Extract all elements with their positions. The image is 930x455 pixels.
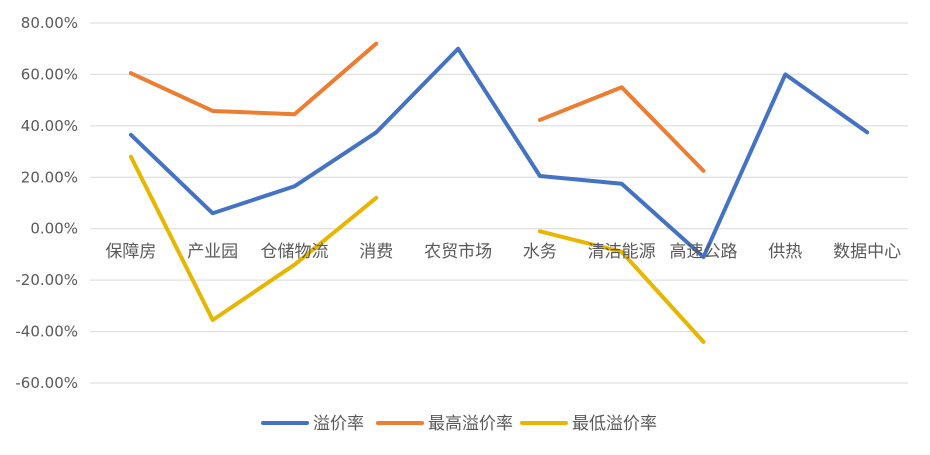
legend-label: 最高溢价率: [428, 414, 513, 434]
series-line: [537, 229, 706, 344]
series-line: [128, 41, 379, 117]
series-0: [128, 46, 870, 259]
gridlines: [90, 22, 908, 384]
x-tick-label: 高速公路: [670, 242, 738, 262]
y-tick-label: 80.00%: [21, 14, 78, 32]
y-axis-tick-labels: 80.00% 60.00% 40.00% 20.00% 0.00% -20.00% -40.…: [15, 14, 78, 392]
legend: 溢价率 最高溢价率 最低溢价率: [261, 414, 657, 434]
x-tick-label: 仓储物流: [261, 242, 329, 262]
series-line: [537, 85, 706, 173]
x-tick-label: 保障房: [105, 242, 156, 262]
legend-label: 最低溢价率: [572, 414, 657, 434]
series-lines: [128, 41, 870, 344]
y-tick-label: 20.00%: [21, 168, 78, 186]
x-tick-label: 农贸市场: [424, 242, 492, 262]
x-axis-tick-labels: 保障房 产业园 仓储物流 消费 农贸市场 水务 清洁能源 高速公路 供热 数据中心: [105, 242, 901, 262]
series-1: [128, 41, 706, 173]
y-tick-label: 0.00%: [30, 220, 78, 238]
x-tick-label: 供热: [768, 242, 802, 262]
series-2: [128, 154, 706, 344]
x-tick-label: 水务: [523, 242, 557, 262]
legend-label: 溢价率: [313, 414, 364, 434]
x-tick-label: 消费: [359, 242, 393, 262]
x-tick-label: 清洁能源: [588, 242, 656, 262]
series-line: [128, 46, 870, 259]
y-tick-label: 40.00%: [21, 117, 78, 135]
x-tick-label: 产业园: [187, 242, 238, 262]
x-tick-label: 数据中心: [833, 242, 901, 262]
y-tick-label: -60.00%: [15, 374, 78, 392]
y-tick-label: -40.00%: [15, 323, 78, 341]
y-tick-label: -20.00%: [15, 271, 78, 289]
y-tick-label: 60.00%: [21, 65, 78, 83]
series-line: [128, 154, 379, 322]
